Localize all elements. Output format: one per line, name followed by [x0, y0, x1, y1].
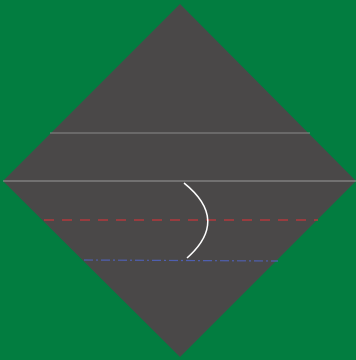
blue-dashdot-line [83, 259, 279, 262]
white-arc [183, 182, 209, 259]
